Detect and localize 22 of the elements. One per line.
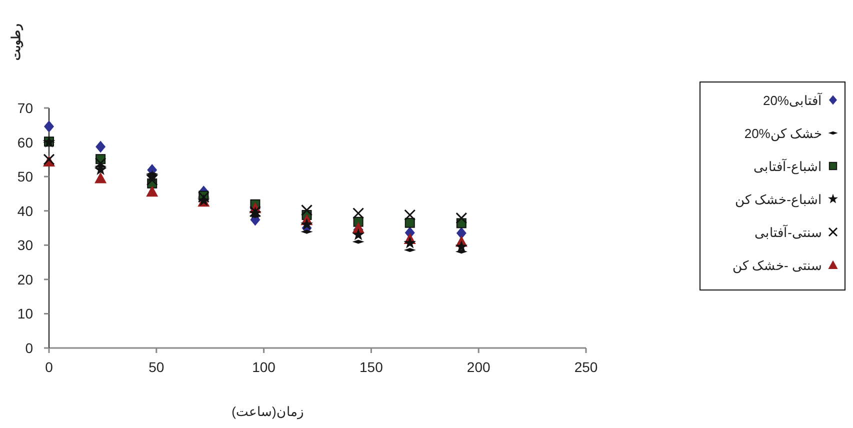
x-tick-label: 250 [574,359,598,375]
y-tick-label: 70 [17,100,34,116]
y-tick-label: 60 [17,134,34,150]
legend-label: 20%خشک کن [744,126,822,142]
y-tick-label: 10 [17,306,34,322]
legend-label: 20%آفتابی [762,92,823,108]
x-tick-label: 150 [360,359,384,375]
y-axis-title: رطوبت [9,24,24,60]
y-tick-label: 40 [17,202,34,219]
x-tick-label: 0 [45,359,54,375]
x-tick-label: 50 [148,359,164,375]
x-tick-label: 100 [252,359,276,375]
legend-label: سنتی-آفتابی [754,224,822,240]
legend-label: سنتی -خشک کن [732,258,822,274]
x-axis-title: زمان(ساعت) [232,404,304,420]
y-tick-label: 30 [17,237,34,254]
y-tick-label: 0 [25,340,34,356]
y-tick-label: 50 [17,168,34,185]
y-tick-label: 20 [17,271,34,288]
x-tick-label: 200 [466,359,490,375]
legend-label: اشباع-خشک کن [735,192,822,208]
legend-label: اشباع-آفتابی [754,158,822,175]
